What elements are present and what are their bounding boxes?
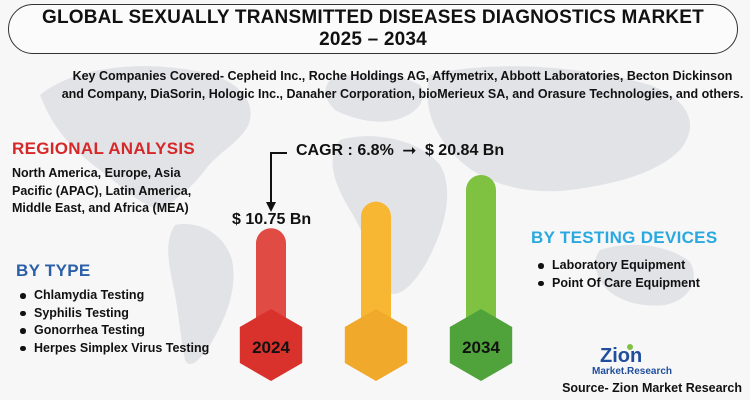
list-item: Herpes Simplex Virus Testing (14, 340, 214, 358)
list-item: Laboratory Equipment (532, 257, 747, 275)
page-title-years: 2025 – 2034 (319, 29, 427, 50)
cagr-row: CAGR : 6.8% ➞ $ 20.84 Bn (296, 141, 504, 161)
end-value-label: $ 20.84 Bn (424, 142, 505, 159)
regional-analysis-text: North America, Europe, Asia Pacific (APA… (12, 166, 192, 215)
year-2034-label: 2034 (462, 338, 500, 357)
start-value-label: $ 10.75 Bn (232, 211, 312, 228)
north-america-shape (40, 66, 251, 210)
by-testing-devices-heading: BY TESTING DEVICES (531, 228, 718, 247)
bar-middle (361, 201, 391, 345)
page-title: GLOBAL SEXUALLY TRANSMITTED DISEASES DIA… (42, 7, 704, 28)
logo-word-market-research: Market.Research (592, 366, 672, 377)
hexagon-badge-2034 (449, 309, 513, 381)
regional-analysis-heading: REGIONAL ANALYSIS (12, 139, 196, 158)
by-type-heading: BY TYPE (16, 261, 91, 280)
cagr-label: CAGR : 6.8% (296, 142, 394, 159)
south-america-shape (168, 224, 234, 365)
down-arrow-head (266, 202, 276, 212)
source-text: Source- Zion Market Research (562, 381, 742, 395)
logo-dot-icon (627, 344, 633, 350)
bar-2034 (466, 175, 496, 345)
hexagon-badge-2024 (239, 309, 303, 381)
zion-logo: Zion Market.Research (592, 344, 672, 377)
asia-shape (427, 66, 690, 192)
list-item: Gonorrhea Testing (14, 322, 214, 340)
list-item: Point Of Care Equipment (532, 275, 747, 293)
logo-word-zion: Zion (600, 345, 642, 367)
year-2024-label: 2024 (252, 338, 290, 357)
down-arrow-line (270, 152, 287, 206)
hexagon-badge-middle (344, 309, 408, 381)
list-item: Syphilis Testing (14, 305, 214, 323)
key-companies-text: Key Companies Covered- Cepheid Inc., Roc… (61, 69, 744, 101)
australia-shape (595, 244, 694, 306)
right-arrow-icon: ➞ (402, 141, 417, 160)
by-type-list: Chlamydia Testing Syphilis Testing Gonor… (14, 287, 214, 357)
list-item: Chlamydia Testing (14, 287, 214, 305)
europe-shape (325, 73, 424, 122)
title-banner: GLOBAL SEXUALLY TRANSMITTED DISEASES DIA… (8, 4, 738, 54)
by-testing-devices-list: Laboratory Equipment Point Of Care Equip… (532, 257, 747, 292)
